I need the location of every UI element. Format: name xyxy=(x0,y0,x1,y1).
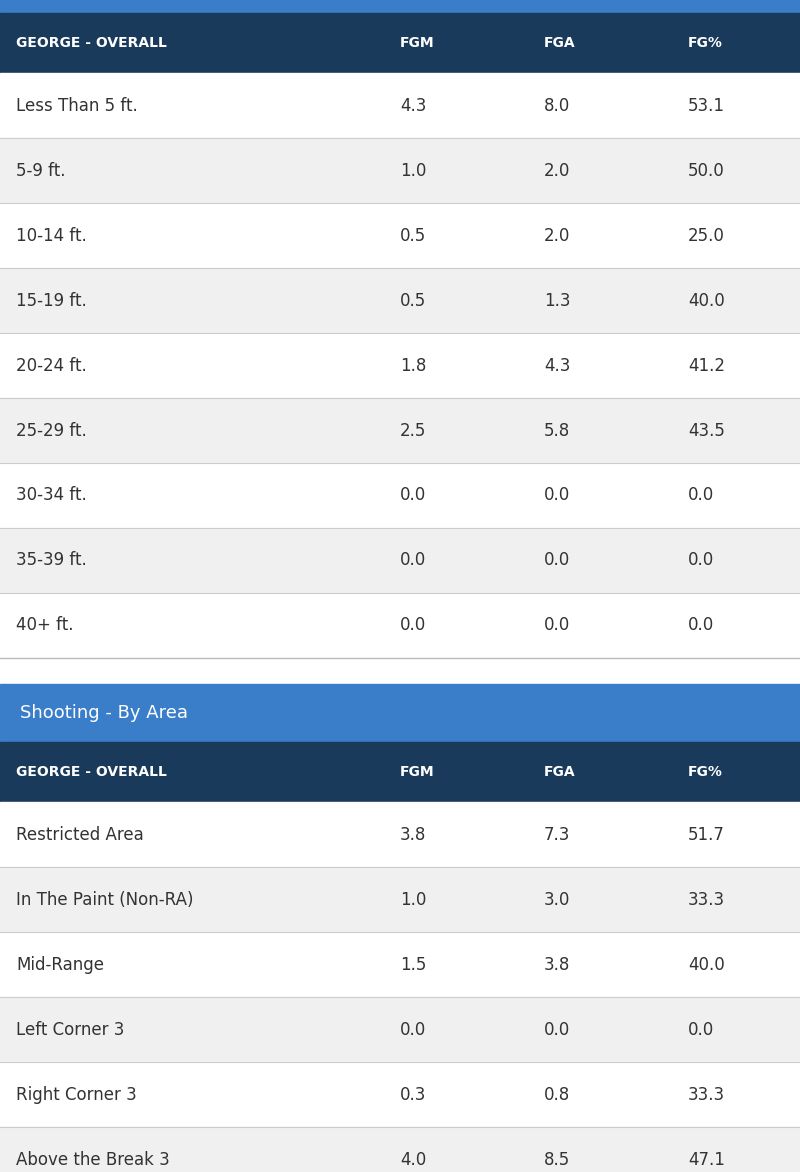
Text: 3.8: 3.8 xyxy=(400,826,426,844)
Bar xyxy=(0,203,800,268)
Text: 0.0: 0.0 xyxy=(544,1021,570,1038)
Text: 41.2: 41.2 xyxy=(688,356,725,375)
Bar xyxy=(0,1127,800,1172)
Text: GEORGE - OVERALL: GEORGE - OVERALL xyxy=(16,765,167,779)
Text: FGA: FGA xyxy=(544,36,576,50)
Text: 4.3: 4.3 xyxy=(400,97,426,115)
Text: 40.0: 40.0 xyxy=(688,292,725,309)
Bar xyxy=(0,932,800,997)
Text: 2.5: 2.5 xyxy=(400,422,426,440)
Text: 0.0: 0.0 xyxy=(400,551,426,570)
Text: 0.0: 0.0 xyxy=(400,616,426,634)
Bar xyxy=(0,138,800,203)
Text: 50.0: 50.0 xyxy=(688,162,725,179)
Text: GEORGE - OVERALL: GEORGE - OVERALL xyxy=(16,36,167,50)
Text: Restricted Area: Restricted Area xyxy=(16,826,144,844)
Bar xyxy=(0,684,800,742)
Text: 0.0: 0.0 xyxy=(400,1021,426,1038)
Text: 0.8: 0.8 xyxy=(544,1085,570,1104)
Text: 10-14 ft.: 10-14 ft. xyxy=(16,226,86,245)
Text: Left Corner 3: Left Corner 3 xyxy=(16,1021,124,1038)
Text: 5-9 ft.: 5-9 ft. xyxy=(16,162,66,179)
Text: 8.5: 8.5 xyxy=(544,1151,570,1168)
Bar xyxy=(0,1062,800,1127)
Text: 51.7: 51.7 xyxy=(688,826,725,844)
Text: FGA: FGA xyxy=(544,765,576,779)
Text: 0.0: 0.0 xyxy=(688,551,714,570)
Text: Above the Break 3: Above the Break 3 xyxy=(16,1151,170,1168)
Text: 0.0: 0.0 xyxy=(544,486,570,504)
Text: Less Than 5 ft.: Less Than 5 ft. xyxy=(16,97,138,115)
Text: 1.8: 1.8 xyxy=(400,356,426,375)
Text: 25.0: 25.0 xyxy=(688,226,725,245)
Text: 1.0: 1.0 xyxy=(400,162,426,179)
Text: 30-34 ft.: 30-34 ft. xyxy=(16,486,86,504)
Text: 7.3: 7.3 xyxy=(544,826,570,844)
Text: 5.8: 5.8 xyxy=(544,422,570,440)
Text: 0.0: 0.0 xyxy=(688,616,714,634)
Text: FG%: FG% xyxy=(688,36,723,50)
Text: 35-39 ft.: 35-39 ft. xyxy=(16,551,86,570)
Bar xyxy=(0,527,800,593)
Text: Right Corner 3: Right Corner 3 xyxy=(16,1085,137,1104)
Text: In The Paint (Non-RA): In The Paint (Non-RA) xyxy=(16,891,194,908)
Text: 15-19 ft.: 15-19 ft. xyxy=(16,292,86,309)
Bar xyxy=(0,997,800,1062)
Text: Shooting - By Area: Shooting - By Area xyxy=(20,704,188,722)
Text: 3.0: 3.0 xyxy=(544,891,570,908)
Bar xyxy=(0,74,800,138)
Text: 33.3: 33.3 xyxy=(688,891,725,908)
Text: FG%: FG% xyxy=(688,765,723,779)
Text: 25-29 ft.: 25-29 ft. xyxy=(16,422,86,440)
Text: Mid-Range: Mid-Range xyxy=(16,955,104,974)
Text: 4.3: 4.3 xyxy=(544,356,570,375)
Bar xyxy=(0,333,800,398)
Bar xyxy=(0,742,800,803)
Bar xyxy=(0,13,800,74)
Text: 0.5: 0.5 xyxy=(400,292,426,309)
Text: 0.0: 0.0 xyxy=(544,551,570,570)
Bar xyxy=(0,867,800,932)
Text: 1.0: 1.0 xyxy=(400,891,426,908)
Text: 33.3: 33.3 xyxy=(688,1085,725,1104)
Text: 0.0: 0.0 xyxy=(688,1021,714,1038)
Text: 47.1: 47.1 xyxy=(688,1151,725,1168)
Text: 4.0: 4.0 xyxy=(400,1151,426,1168)
Text: 40.0: 40.0 xyxy=(688,955,725,974)
Text: 0.0: 0.0 xyxy=(688,486,714,504)
Text: 40+ ft.: 40+ ft. xyxy=(16,616,74,634)
Bar xyxy=(0,0,800,13)
Text: 8.0: 8.0 xyxy=(544,97,570,115)
Bar xyxy=(0,398,800,463)
Bar xyxy=(0,593,800,657)
Text: 1.3: 1.3 xyxy=(544,292,570,309)
Text: 20-24 ft.: 20-24 ft. xyxy=(16,356,86,375)
Text: 2.0: 2.0 xyxy=(544,162,570,179)
Text: 0.5: 0.5 xyxy=(400,226,426,245)
Text: FGM: FGM xyxy=(400,765,434,779)
Text: 0.3: 0.3 xyxy=(400,1085,426,1104)
Text: 1.5: 1.5 xyxy=(400,955,426,974)
Text: 0.0: 0.0 xyxy=(544,616,570,634)
Text: 43.5: 43.5 xyxy=(688,422,725,440)
Text: 53.1: 53.1 xyxy=(688,97,725,115)
Text: 0.0: 0.0 xyxy=(400,486,426,504)
Bar xyxy=(0,463,800,527)
Bar xyxy=(0,268,800,333)
Bar xyxy=(0,803,800,867)
Text: FGM: FGM xyxy=(400,36,434,50)
Text: 2.0: 2.0 xyxy=(544,226,570,245)
Text: 3.8: 3.8 xyxy=(544,955,570,974)
